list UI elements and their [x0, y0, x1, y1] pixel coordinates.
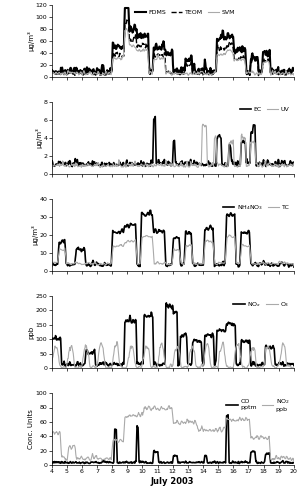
Legend: NO$_x$, O$_3$: NO$_x$, O$_3$ [232, 299, 291, 310]
Y-axis label: μg/m³: μg/m³ [27, 30, 34, 52]
Y-axis label: Conc. Units: Conc. Units [28, 409, 34, 449]
Legend: FDMS, TEOM, SVM: FDMS, TEOM, SVM [133, 8, 236, 16]
X-axis label: July 2003: July 2003 [151, 477, 195, 486]
Y-axis label: μg/m³: μg/m³ [31, 224, 38, 246]
Legend: CO
pptm, NO$_2$
ppb: CO pptm, NO$_2$ ppb [225, 396, 291, 413]
Y-axis label: μg/m³: μg/m³ [35, 128, 42, 148]
Legend: NH$_4$NO$_3$, TC: NH$_4$NO$_3$, TC [222, 202, 291, 213]
Y-axis label: ppb: ppb [28, 326, 34, 338]
Legend: EC, UV: EC, UV [239, 105, 291, 113]
